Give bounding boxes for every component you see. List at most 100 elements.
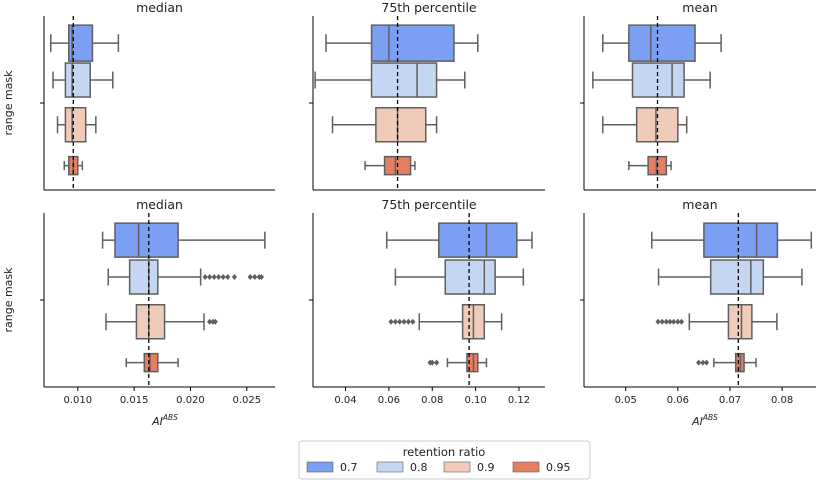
x-tick-label: 0.010 — [63, 395, 92, 406]
outlier-point — [700, 359, 706, 366]
outlier-point — [703, 359, 710, 366]
outlier-point — [671, 318, 677, 325]
box-group-0_9 — [331, 107, 438, 143]
legend-label: 0.7 — [340, 461, 358, 474]
outlier-point — [433, 359, 440, 366]
outlier-point — [211, 274, 217, 281]
box-iqr — [68, 24, 94, 62]
box-group-0_8 — [657, 259, 803, 295]
box-iqr — [703, 222, 779, 258]
legend-item-0_8: 0.8 — [376, 461, 428, 474]
outlier-point — [675, 318, 681, 325]
panel-1: 75th percentile — [309, 0, 545, 191]
box-group-0_8 — [52, 62, 114, 98]
outlier-point — [231, 274, 238, 281]
panel-2: mean — [580, 0, 816, 191]
outlier-point — [392, 318, 398, 325]
x-tick-label: 0.025 — [233, 395, 262, 406]
box-group-0_7 — [385, 222, 533, 258]
box-group-0_9 — [388, 304, 503, 340]
outlier-point — [405, 318, 412, 325]
box-group-0_95 — [125, 352, 179, 373]
box-group-0_95 — [696, 352, 757, 373]
box-iqr — [370, 62, 438, 98]
outlier-point — [678, 318, 685, 325]
box-iqr — [438, 222, 518, 258]
box-iqr — [444, 259, 496, 295]
x-tick-label: 0.08 — [771, 395, 793, 406]
outlier-point — [258, 274, 265, 281]
x-tick-label: 0.12 — [508, 395, 530, 406]
x-tick-label: 0.10 — [464, 395, 486, 406]
legend-title: retention ratio — [403, 445, 486, 459]
box-iqr — [64, 107, 87, 143]
legend-item-0_95: 0.95 — [512, 461, 571, 474]
box-group-0_7 — [325, 24, 479, 62]
box-iqr — [114, 222, 179, 258]
box-group-0_7 — [50, 24, 120, 62]
outlier-point — [220, 274, 226, 281]
box-iqr — [128, 259, 159, 295]
box-group-0_8 — [107, 259, 265, 295]
box-group-0_9 — [655, 304, 778, 340]
outlier-point — [207, 318, 213, 325]
y-axis-label: range mask — [2, 70, 15, 136]
box-group-0_7 — [101, 222, 266, 258]
panel-3: median 0.010 0.015 0.020 0.025 range mask AIAB… — [2, 197, 275, 428]
outlier-point — [388, 318, 394, 325]
x-tick-label: 0.04 — [334, 395, 356, 406]
legend-item-0_7: 0.7 — [306, 461, 358, 474]
panel-title: mean — [682, 0, 717, 15]
box-group-0_8 — [394, 259, 525, 295]
legend-label: 0.95 — [546, 461, 571, 474]
outlier-point — [429, 359, 435, 366]
legend-swatch — [306, 461, 334, 473]
outlier-point — [410, 318, 416, 325]
legend-swatch — [443, 461, 471, 473]
outlier-point — [252, 274, 258, 281]
x-axis-label: AIABS — [151, 413, 178, 428]
panel-5: mean 0.05 0.06 0.07 0.08 AIABS — [580, 197, 816, 428]
x-tick-label: 0.020 — [176, 395, 205, 406]
panel-title: mean — [682, 197, 717, 212]
legend-item-0_9: 0.9 — [443, 461, 495, 474]
outlier-point — [696, 359, 702, 366]
outlier-point — [212, 318, 218, 325]
x-tick-label: 0.06 — [667, 395, 689, 406]
box-group-0_7 — [651, 222, 813, 258]
outlier-point — [247, 274, 253, 281]
x-tick-label: 0.08 — [421, 395, 443, 406]
box-iqr — [143, 352, 159, 373]
box-group-0_9 — [105, 304, 218, 340]
box-iqr — [375, 107, 427, 143]
box-iqr — [727, 304, 753, 340]
box-group-0_95 — [364, 155, 416, 176]
x-axis-label: AIABS — [691, 413, 718, 428]
box-group-0_95 — [427, 352, 488, 373]
box-iqr — [709, 259, 765, 295]
box-group-0_7 — [602, 24, 722, 62]
box-group-0_95 — [628, 155, 672, 176]
x-tick-label: 0.06 — [378, 395, 400, 406]
panel-title: median — [136, 197, 183, 212]
box-group-0_8 — [314, 62, 466, 98]
x-tick-label: 0.015 — [120, 395, 149, 406]
outlier-point — [401, 318, 407, 325]
legend: retention ratio 0.7 0.8 0.9 0.95 — [298, 440, 591, 480]
box-iqr — [64, 62, 91, 98]
legend-swatch — [376, 461, 404, 473]
box-group-0_9 — [602, 107, 688, 143]
panel-title: 75th percentile — [381, 197, 477, 212]
outlier-point — [397, 318, 403, 325]
box-group-0_9 — [56, 107, 97, 143]
panel-0: median range mask — [2, 0, 275, 191]
box-iqr — [631, 62, 685, 98]
panel-title: 75th percentile — [381, 0, 477, 15]
legend-label: 0.8 — [410, 461, 428, 474]
x-tick-label: 0.05 — [615, 395, 637, 406]
outlier-point — [655, 318, 661, 325]
legend-label: 0.9 — [477, 461, 495, 474]
x-tick-label: 0.07 — [719, 395, 741, 406]
